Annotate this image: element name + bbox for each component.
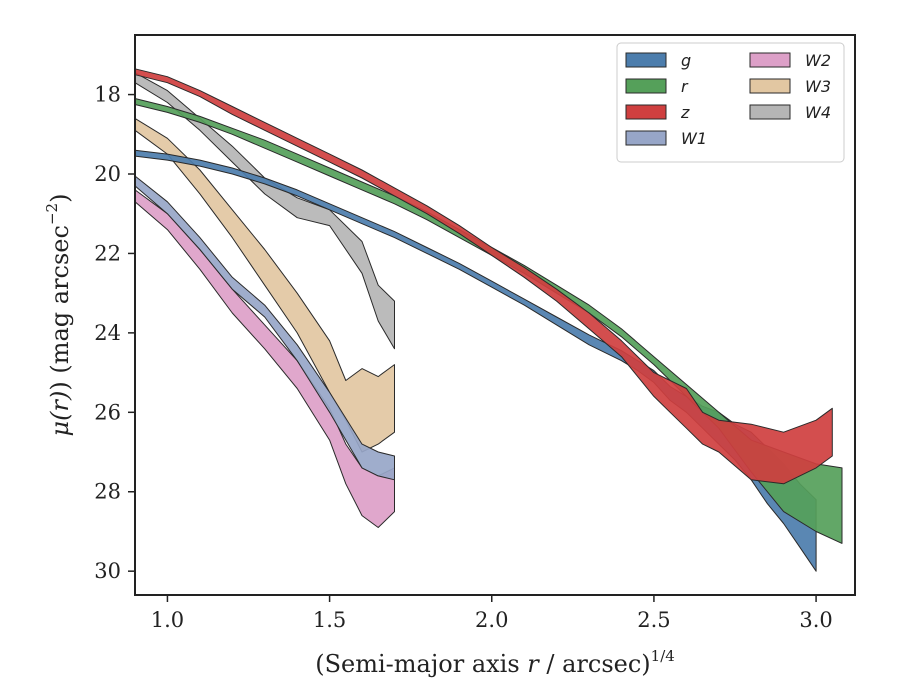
x-tick-label: 1.0 [151,608,184,632]
legend-label-r: r [681,77,689,96]
x-tick-label: 2.5 [637,608,670,632]
x-axis-ticks: 1.0 1.5 2.0 2.5 3.0 [151,595,833,632]
x-axis-label: (Semi-major axis r / arcsec)1/4 [315,647,675,678]
series-band-w2 [134,189,395,528]
legend-label-w1: W1 [681,129,707,148]
series-band-g [134,149,817,572]
y-axis-label: μ(r)) (mag arcsec−2) [43,194,74,437]
x-tick-label: 1.5 [313,608,346,632]
legend-swatch-z [625,104,667,120]
legend: grz W1 W2 W3 W4 [616,42,845,163]
legend-swatch-r [625,78,667,94]
y-tick-label: 24 [94,321,121,345]
legend-swatch-w2 [749,52,791,68]
legend-label-z: z [680,103,690,122]
legend-frame [616,42,845,163]
y-tick-label: 26 [94,400,121,424]
series-band-w1 [134,175,395,481]
series-bands [134,68,843,572]
legend-swatch-w1 [625,130,667,146]
series-band-z [134,68,833,485]
legend-swatch-w4 [749,104,791,120]
legend-label-w2: W2 [805,51,831,70]
x-tick-label: 2.0 [475,608,508,632]
y-tick-label: 28 [94,480,121,504]
y-axis-ticks: 18 20 22 24 26 28 30 [94,83,135,583]
legend-swatch-g [625,52,667,68]
series-band-w3 [134,117,395,453]
legend-swatch-w3 [749,78,791,94]
legend-label-w3: W3 [805,77,831,96]
y-tick-label: 22 [94,241,121,265]
plot-frame [134,34,856,596]
y-tick-label: 20 [94,162,121,186]
legend-label-w4: W4 [805,103,831,122]
series-band-w4 [134,72,395,350]
x-tick-label: 3.0 [799,608,832,632]
series-band-r [134,98,843,544]
y-tick-label: 30 [94,559,121,583]
y-tick-label: 18 [94,83,121,107]
legend-label-g: g [681,51,691,70]
